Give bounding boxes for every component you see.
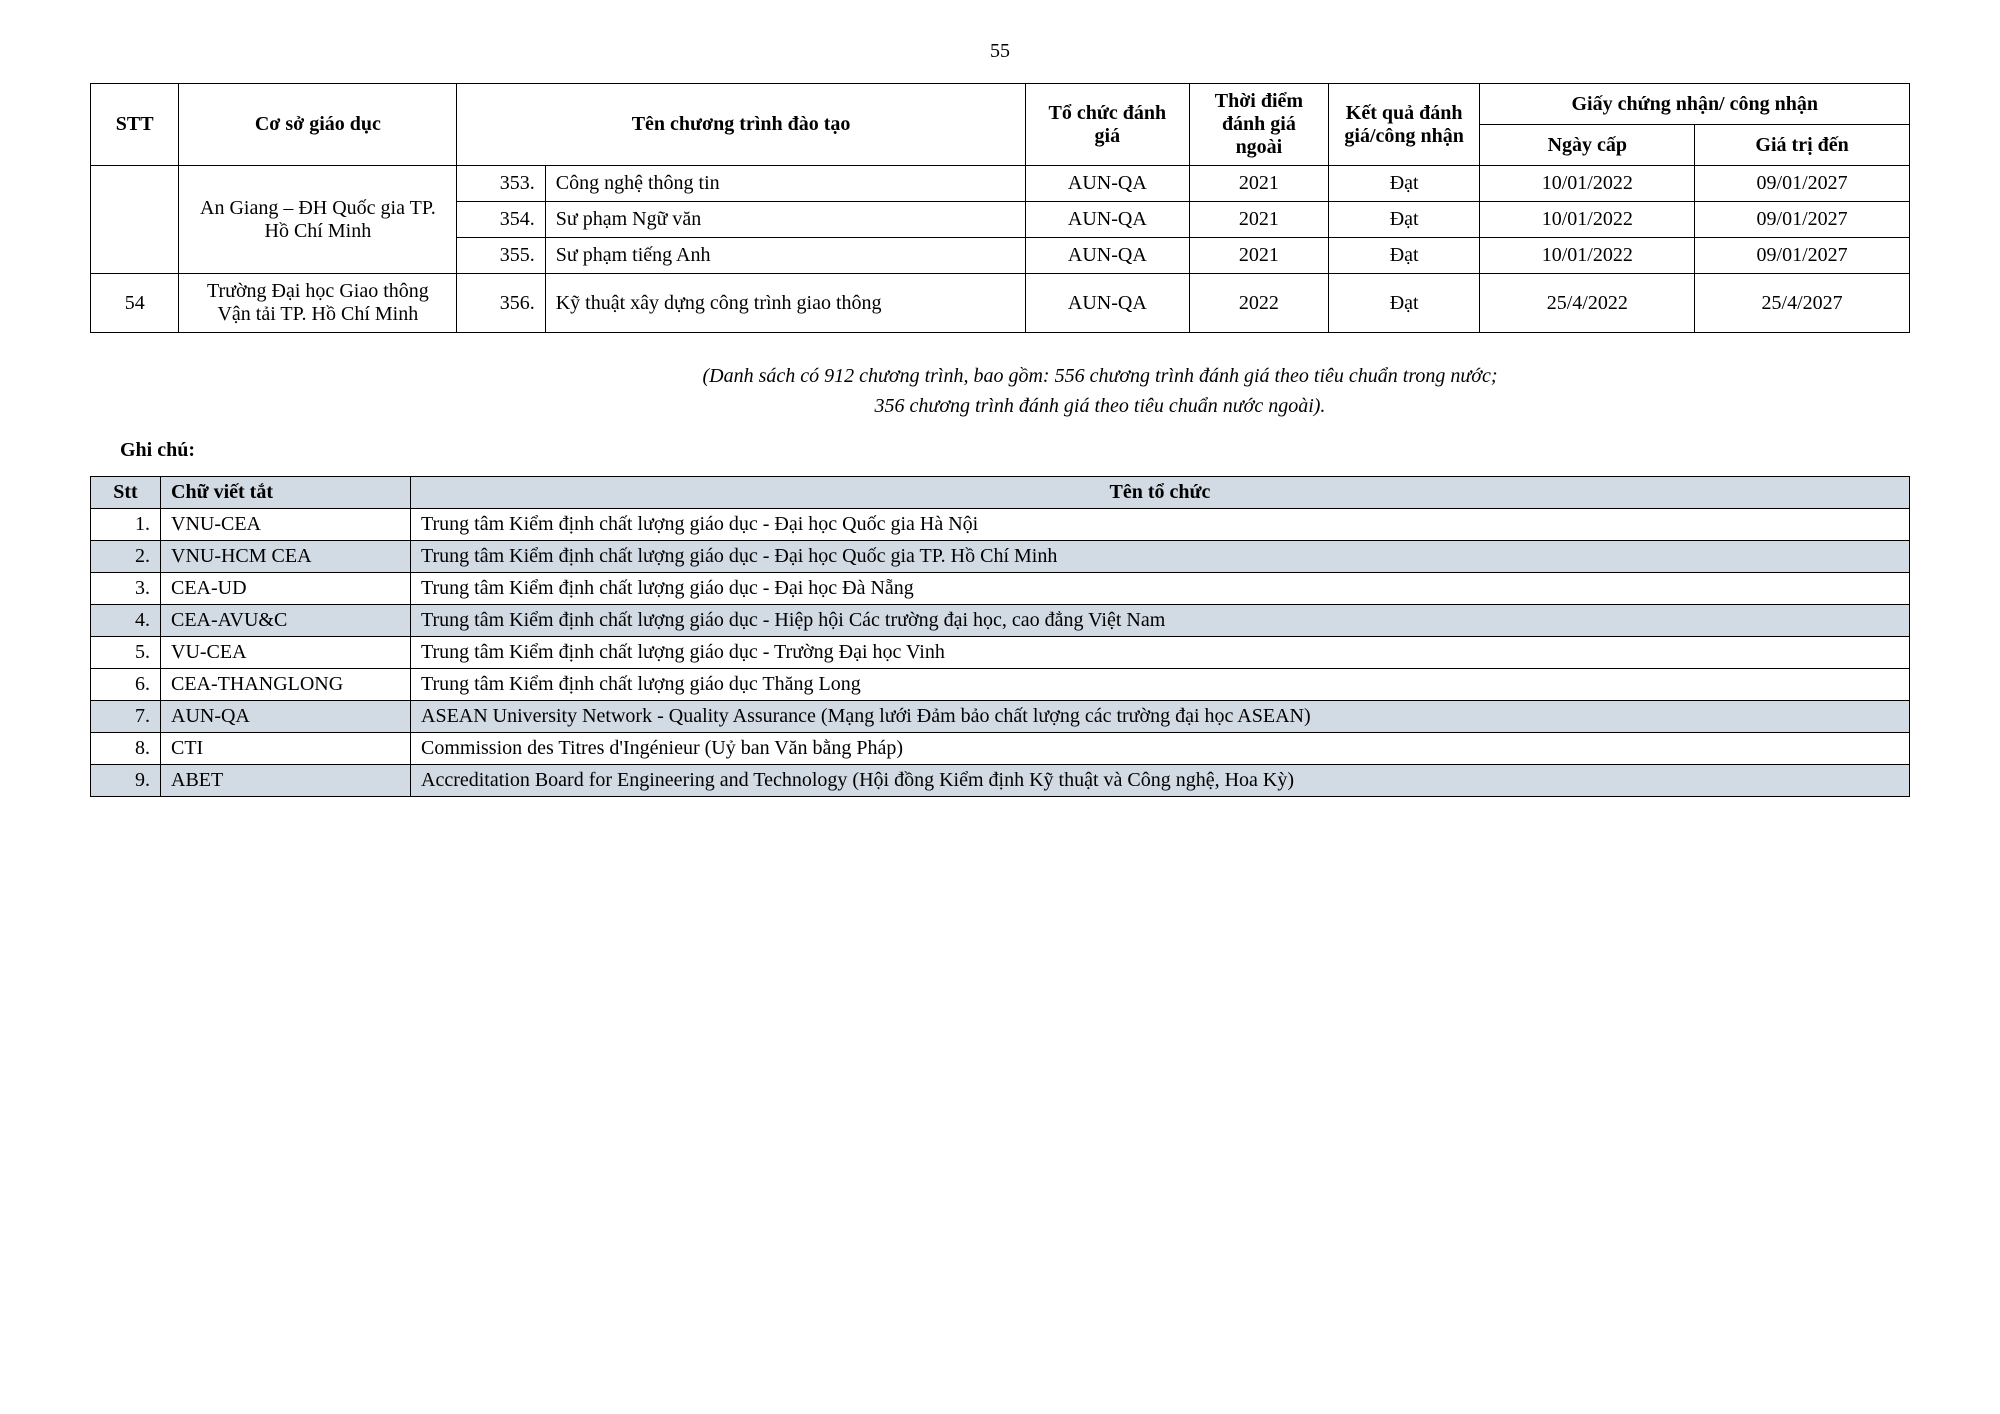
cell-stt: 1. xyxy=(91,509,161,541)
cell-stt: 54 xyxy=(91,274,179,333)
cell-num: 354. xyxy=(457,202,545,238)
th-abbr: Chữ viết tắt xyxy=(161,477,411,509)
cell-abbr: VNU-CEA xyxy=(161,509,411,541)
summary-note: (Danh sách có 912 chương trình, bao gồm:… xyxy=(90,361,1910,421)
th-name: Tên tổ chức xyxy=(411,477,1910,509)
cell-prog: Kỹ thuật xây dựng công trình giao thông xyxy=(545,274,1025,333)
table-row: 5. VU-CEA Trung tâm Kiểm định chất lượng… xyxy=(91,637,1910,669)
th-prog: Tên chương trình đào tạo xyxy=(457,84,1025,166)
table-row: 8. CTI Commission des Titres d'Ingénieur… xyxy=(91,733,1910,765)
th-tc: Tổ chức đánh giá xyxy=(1025,84,1189,166)
cell-kq: Đạt xyxy=(1328,238,1480,274)
table-row: 6. CEA-THANGLONG Trung tâm Kiểm định chấ… xyxy=(91,669,1910,701)
table-row: 54 Trường Đại học Giao thông Vận tải TP.… xyxy=(91,274,1910,333)
cell-stt: 2. xyxy=(91,541,161,573)
cell-gt: 09/01/2027 xyxy=(1695,166,1910,202)
abbr-table: Stt Chữ viết tắt Tên tổ chức 1. VNU-CEA … xyxy=(90,476,1910,797)
th-gt: Giá trị đến xyxy=(1695,125,1910,166)
cell-stt: 6. xyxy=(91,669,161,701)
cell-kq: Đạt xyxy=(1328,274,1480,333)
table-row: 3. CEA-UD Trung tâm Kiểm định chất lượng… xyxy=(91,573,1910,605)
cell-num: 353. xyxy=(457,166,545,202)
cell-num: 355. xyxy=(457,238,545,274)
abbr-tbody: 1. VNU-CEA Trung tâm Kiểm định chất lượn… xyxy=(91,509,1910,797)
th-ngay: Ngày cấp xyxy=(1480,125,1695,166)
summary-line2: 356 chương trình đánh giá theo tiêu chuẩ… xyxy=(875,395,1326,417)
cell-prog: Sư phạm tiếng Anh xyxy=(545,238,1025,274)
th-stt: Stt xyxy=(91,477,161,509)
cell-ngay: 10/01/2022 xyxy=(1480,202,1695,238)
cell-tc: AUN-QA xyxy=(1025,166,1189,202)
th-stt: STT xyxy=(91,84,179,166)
cell-abbr: AUN-QA xyxy=(161,701,411,733)
cell-name: Accreditation Board for Engineering and … xyxy=(411,765,1910,797)
cell-num: 356. xyxy=(457,274,545,333)
table-row: 1. VNU-CEA Trung tâm Kiểm định chất lượn… xyxy=(91,509,1910,541)
summary-line1: (Danh sách có 912 chương trình, bao gồm:… xyxy=(702,365,1497,387)
th-coso: Cơ sở giáo dục xyxy=(179,84,457,166)
cell-name: Trung tâm Kiểm định chất lượng giáo dục … xyxy=(411,573,1910,605)
cell-gt: 09/01/2027 xyxy=(1695,238,1910,274)
cell-name: Trung tâm Kiểm định chất lượng giáo dục … xyxy=(411,541,1910,573)
cell-abbr: CEA-AVU&C xyxy=(161,605,411,637)
cell-name: Trung tâm Kiểm định chất lượng giáo dục … xyxy=(411,669,1910,701)
page-number: 55 xyxy=(90,40,1910,63)
cell-stt: 8. xyxy=(91,733,161,765)
cell-name: Trung tâm Kiểm định chất lượng giáo dục … xyxy=(411,509,1910,541)
th-giay: Giấy chứng nhận/ công nhận xyxy=(1480,84,1910,125)
cell-name: Commission des Titres d'Ingénieur (Uỷ ba… xyxy=(411,733,1910,765)
cell-abbr: VNU-HCM CEA xyxy=(161,541,411,573)
cell-abbr: VU-CEA xyxy=(161,637,411,669)
cell-name: Trung tâm Kiểm định chất lượng giáo dục … xyxy=(411,637,1910,669)
cell-kq: Đạt xyxy=(1328,166,1480,202)
cell-name: ASEAN University Network - Quality Assur… xyxy=(411,701,1910,733)
th-kq: Kết quả đánh giá/công nhận xyxy=(1328,84,1480,166)
cell-abbr: CEA-UD xyxy=(161,573,411,605)
cell-gt: 25/4/2027 xyxy=(1695,274,1910,333)
cell-tc: AUN-QA xyxy=(1025,238,1189,274)
cell-ngay: 10/01/2022 xyxy=(1480,166,1695,202)
cell-prog: Sư phạm Ngữ văn xyxy=(545,202,1025,238)
cell-stt: 7. xyxy=(91,701,161,733)
cell-tc: AUN-QA xyxy=(1025,202,1189,238)
cell-name: Trung tâm Kiểm định chất lượng giáo dục … xyxy=(411,605,1910,637)
cell-stt: 9. xyxy=(91,765,161,797)
cell-kq: Đạt xyxy=(1328,202,1480,238)
main-table: STT Cơ sở giáo dục Tên chương trình đào … xyxy=(90,83,1910,333)
table-row: 4. CEA-AVU&C Trung tâm Kiểm định chất lư… xyxy=(91,605,1910,637)
cell-tdiem: 2021 xyxy=(1189,166,1328,202)
cell-tc: AUN-QA xyxy=(1025,274,1189,333)
cell-gt: 09/01/2027 xyxy=(1695,202,1910,238)
cell-stt: 5. xyxy=(91,637,161,669)
cell-abbr: CTI xyxy=(161,733,411,765)
cell-ngay: 25/4/2022 xyxy=(1480,274,1695,333)
table-row: 9. ABET Accreditation Board for Engineer… xyxy=(91,765,1910,797)
cell-stt: 3. xyxy=(91,573,161,605)
cell-abbr: ABET xyxy=(161,765,411,797)
cell-ngay: 10/01/2022 xyxy=(1480,238,1695,274)
cell-institution: An Giang – ĐH Quốc gia TP. Hồ Chí Minh xyxy=(179,166,457,274)
cell-stt-blank xyxy=(91,166,179,274)
cell-tdiem: 2022 xyxy=(1189,274,1328,333)
ghichu-label: Ghi chú: xyxy=(120,439,1910,462)
cell-abbr: CEA-THANGLONG xyxy=(161,669,411,701)
cell-tdiem: 2021 xyxy=(1189,238,1328,274)
table-row: 2. VNU-HCM CEA Trung tâm Kiểm định chất … xyxy=(91,541,1910,573)
cell-institution: Trường Đại học Giao thông Vận tải TP. Hồ… xyxy=(179,274,457,333)
th-tdiem: Thời điểm đánh giá ngoài xyxy=(1189,84,1328,166)
table-row: An Giang – ĐH Quốc gia TP. Hồ Chí Minh 3… xyxy=(91,166,1910,202)
cell-stt: 4. xyxy=(91,605,161,637)
table-row: 7. AUN-QA ASEAN University Network - Qua… xyxy=(91,701,1910,733)
cell-tdiem: 2021 xyxy=(1189,202,1328,238)
cell-prog: Công nghệ thông tin xyxy=(545,166,1025,202)
